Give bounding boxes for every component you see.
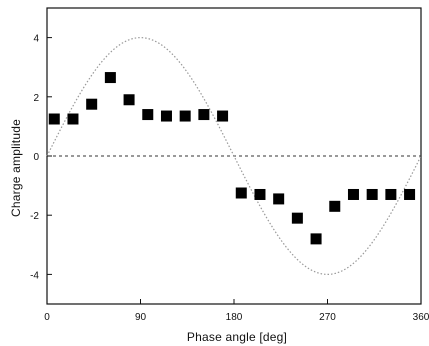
data-point (217, 110, 229, 122)
data-point (142, 109, 154, 121)
x-axis-title: Phase angle [deg] (187, 330, 287, 344)
data-point (160, 110, 172, 122)
data-point (347, 188, 359, 200)
x-tick-label: 180 (226, 312, 243, 323)
data-point (67, 113, 79, 125)
data-point (254, 188, 266, 200)
y-tick-label: 4 (33, 34, 39, 45)
y-tick-labels: -4 -2 0 2 4 (30, 34, 39, 282)
data-point (235, 187, 247, 199)
plot-area (46, 7, 422, 305)
y-tick-label: -4 (30, 270, 39, 281)
y-tick-label: 2 (33, 93, 39, 104)
x-tick-label: 270 (319, 312, 336, 323)
data-point (310, 233, 322, 245)
data-point (104, 72, 116, 84)
y-tick-label: 0 (33, 152, 39, 163)
data-point (366, 188, 378, 200)
x-tick-label: 0 (44, 312, 50, 323)
data-point (48, 113, 60, 125)
data-point (273, 193, 285, 205)
data-point (385, 188, 397, 200)
data-point (291, 212, 303, 224)
y-tick-label: -2 (30, 211, 39, 222)
y-axis-title: Charge amplitude (9, 119, 23, 217)
data-point (86, 98, 98, 110)
x-tick-labels: 0 90 180 270 360 (44, 312, 429, 323)
data-point (123, 94, 135, 106)
x-tick-label: 360 (413, 312, 429, 323)
x-tick-label: 90 (135, 312, 147, 323)
reference-sine-curve (46, 36, 422, 276)
data-point (404, 188, 416, 200)
data-point (329, 200, 341, 212)
data-point (179, 110, 191, 122)
data-point (198, 109, 210, 121)
